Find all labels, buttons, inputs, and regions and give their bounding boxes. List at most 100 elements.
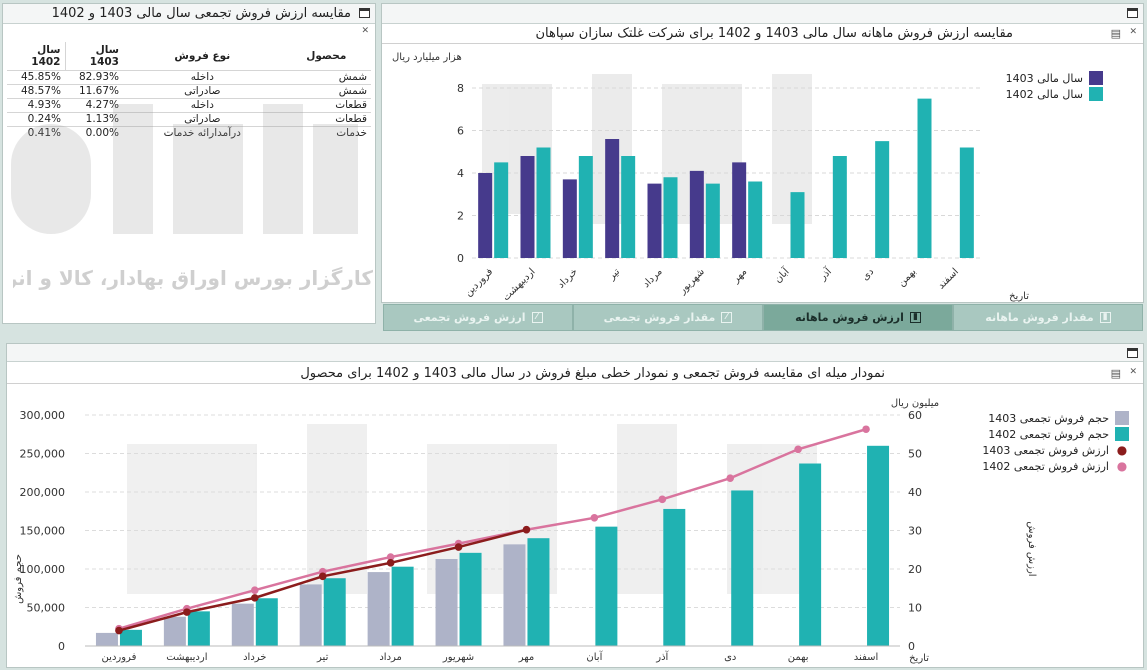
- cell-sale-type: صادراتی: [123, 83, 282, 98]
- line-point: [590, 513, 599, 522]
- legend-item-val-1402[interactable]: ● ارزش فروش تجمعی 1402: [982, 458, 1129, 474]
- maximize-icon[interactable]: [359, 8, 370, 18]
- maximize-icon[interactable]: [1127, 348, 1138, 358]
- legend-line-marker: ●: [1116, 443, 1128, 457]
- cumulative-sales-chart: 0 50,000 100,000 150,000 200,000 250,000 300,0…: [13, 398, 1037, 664]
- legend-swatch: [1089, 87, 1103, 101]
- monthly-sales-title: مقایسه ارزش فروش ماهانه سال مالی 1403 و …: [382, 24, 1143, 44]
- legend-label: سال مالی 1402: [1005, 87, 1083, 101]
- tab-cumulative-volume[interactable]: ⁄ مقدار فروش تجمعی: [573, 304, 763, 331]
- x-tick-label: تیر: [316, 652, 329, 663]
- chart-tabs: ▮ مقدار فروش ماهانه ▮ ارزش فروش ماهانه ⁄ مق…: [383, 304, 1143, 331]
- cell-product: شمش: [281, 83, 371, 98]
- bar: [503, 544, 526, 646]
- line-point: [726, 474, 735, 482]
- close-filter-icon[interactable]: ✕: [1129, 367, 1137, 377]
- cell-1402: 45.85%: [7, 69, 65, 84]
- tab-label: مقدار فروش ماهانه: [985, 311, 1094, 324]
- legend-item-vol-1403[interactable]: حجم فروش تجمعی 1403: [982, 410, 1129, 426]
- cumulative-sales-panel: نمودار میله ای مقایسه فروش تجمعی و نمودا…: [6, 343, 1144, 668]
- bar: [435, 558, 458, 646]
- col-1403[interactable]: سال 1403: [64, 42, 123, 70]
- tab-monthly-value[interactable]: ▮ ارزش فروش ماهانه: [763, 304, 953, 331]
- bar: [605, 139, 620, 258]
- maximize-icon[interactable]: [1127, 8, 1138, 18]
- line-point: [454, 543, 463, 551]
- x-axis-title: تاریخ: [1009, 291, 1029, 302]
- bar-chart-icon: ▮: [1099, 312, 1111, 323]
- bar: [562, 179, 577, 258]
- y-tick-label: 8: [457, 82, 464, 95]
- bar: [663, 177, 678, 258]
- bar: [367, 572, 390, 646]
- bar: [520, 156, 535, 258]
- y-right-tick-label: 20: [908, 563, 922, 576]
- x-tick-label: اردیبهشت: [166, 652, 207, 663]
- x-tick-label: آذر: [816, 264, 835, 283]
- table-row[interactable]: شمش داخله 82.93% 45.85%: [7, 69, 371, 84]
- line-point: [250, 594, 259, 602]
- bar: [790, 192, 805, 258]
- legend-swatch: [1115, 427, 1129, 441]
- bar: [536, 147, 551, 258]
- legend-item-vol-1402[interactable]: حجم فروش تجمعی 1402: [982, 426, 1129, 442]
- legend-label: ارزش فروش تجمعی 1403: [982, 443, 1109, 457]
- table-row[interactable]: قطعات داخله 4.27% 4.93%: [7, 97, 371, 112]
- col-1402[interactable]: سال 1402: [31, 43, 61, 68]
- close-filter-icon[interactable]: ✕: [1129, 27, 1137, 37]
- bar: [732, 162, 747, 258]
- tab-label: ارزش فروش تجمعی: [413, 311, 526, 324]
- bar: [187, 611, 210, 646]
- x-tick-label: مهر: [518, 652, 534, 663]
- tab-monthly-volume[interactable]: ▮ مقدار فروش ماهانه: [953, 304, 1143, 331]
- y-tick-label: 6: [457, 125, 464, 138]
- cell-1402: 48.57%: [7, 83, 65, 98]
- bar: [799, 463, 822, 646]
- legend-swatch: [1115, 411, 1129, 425]
- y-right-tick-label: 50: [908, 448, 922, 461]
- col-sale-type[interactable]: نوع فروش: [174, 49, 231, 62]
- y-right-unit: میلیون ریال: [891, 398, 939, 409]
- watermark-text: کارگزار بورس اوراق بهادار، کالا و انرژی: [13, 266, 373, 290]
- legend-label: حجم فروش تجمعی 1402: [988, 427, 1109, 441]
- table-row[interactable]: خدمات درآمدارائه خدمات 0.00% 0.41%: [7, 125, 371, 140]
- cumulative-legend: حجم فروش تجمعی 1403 حجم فروش تجمعی 1402 …: [982, 410, 1129, 474]
- y-tick-label: 150,000: [20, 525, 66, 538]
- print-icon[interactable]: ▤: [1110, 367, 1121, 380]
- legend-item-1403[interactable]: سال مالی 1403: [1006, 70, 1103, 86]
- line-point: [115, 626, 123, 635]
- x-tick-label: شهریور: [676, 266, 707, 297]
- legend-line-marker: ●: [1116, 459, 1128, 473]
- bar: [705, 183, 720, 258]
- tab-cumulative-value[interactable]: ⁄ ارزش فروش تجمعی: [383, 304, 573, 331]
- col-product[interactable]: محصول: [306, 49, 347, 62]
- x-tick-label: فروردین: [463, 266, 496, 299]
- cell-1402: 4.93%: [7, 97, 65, 112]
- cell-1402: 0.41%: [7, 125, 65, 140]
- legend-item-1402[interactable]: سال مالی 1402: [1006, 86, 1103, 102]
- cell-1403: 1.13%: [65, 111, 123, 126]
- x-tick-label: خرداد: [243, 652, 266, 663]
- bar: [391, 566, 414, 646]
- legend-item-val-1403[interactable]: ● ارزش فروش تجمعی 1403: [982, 442, 1129, 458]
- x-tick-label: اسفند: [854, 652, 878, 663]
- x-tick-label: بهمن: [788, 652, 809, 663]
- y-right-tick-label: 10: [908, 602, 922, 615]
- x-axis-title: تاریخ: [909, 653, 929, 664]
- x-tick-label: بهمن: [896, 266, 918, 288]
- close-filter-icon[interactable]: ✕: [361, 26, 369, 36]
- line-point: [318, 572, 327, 581]
- y-right-tick-label: 30: [908, 525, 922, 538]
- line-point: [250, 586, 259, 594]
- y-tick-label: 200,000: [20, 486, 66, 499]
- table-row[interactable]: قطعات صادراتی 1.13% 0.24%: [7, 111, 371, 126]
- print-icon[interactable]: ▤: [1110, 27, 1121, 40]
- table-row[interactable]: شمش صادراتی 11.67% 48.57%: [7, 83, 371, 98]
- bar: [527, 538, 550, 646]
- bar: [119, 629, 142, 646]
- x-tick-label: مهر: [730, 266, 749, 285]
- line-point: [658, 495, 667, 504]
- bar: [867, 445, 890, 646]
- legend-label: ارزش فروش تجمعی 1402: [982, 459, 1109, 473]
- x-tick-label: اسفند: [936, 266, 961, 291]
